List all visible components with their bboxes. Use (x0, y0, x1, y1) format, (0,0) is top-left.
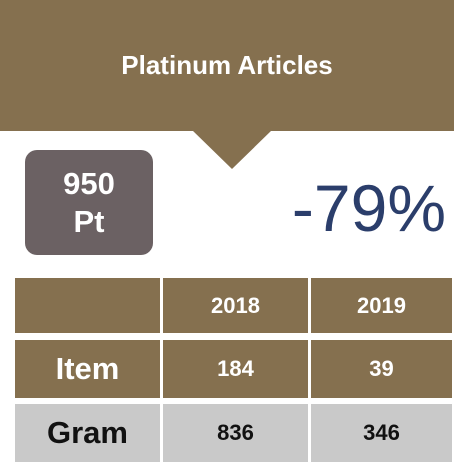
column-header: 2019 (311, 278, 452, 333)
badge-amount: 950 (63, 165, 115, 201)
row-label: Gram (15, 404, 160, 462)
table-cell: 836 (163, 404, 308, 462)
row-label: Item (15, 340, 160, 398)
title: Platinum Articles (121, 50, 333, 80)
table-cell: 39 (311, 340, 452, 398)
change-percent: -79% (291, 171, 446, 245)
corner-cell (15, 278, 160, 333)
badge-unit: Pt (73, 203, 105, 239)
table-cell: 184 (163, 340, 308, 398)
table-cell: 346 (311, 404, 452, 462)
banner-pointer (192, 130, 272, 169)
header-banner (0, 0, 454, 131)
column-header: 2018 (163, 278, 308, 333)
badge: 950 Pt (25, 150, 153, 255)
pointer-triangle (192, 130, 272, 169)
